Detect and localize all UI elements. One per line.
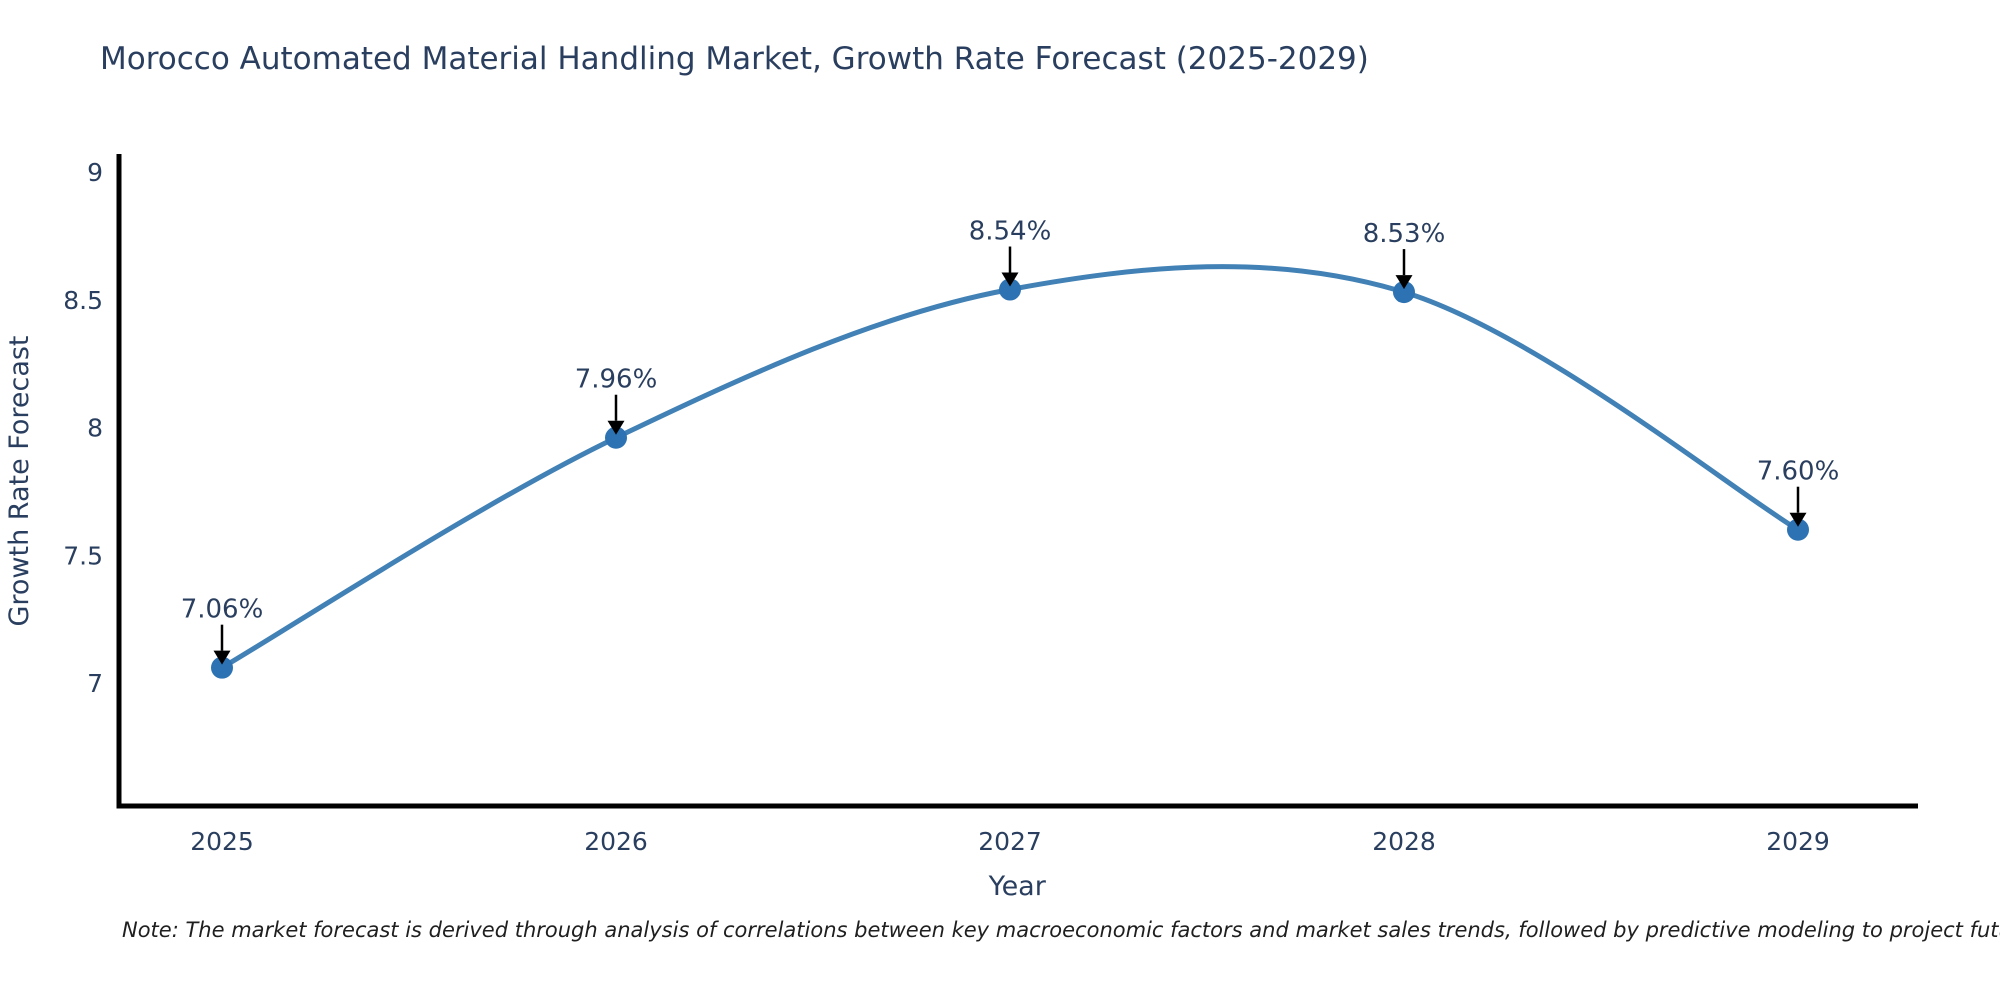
data-point-label: 8.53% — [1363, 219, 1446, 249]
data-point-marker[interactable] — [1787, 518, 1809, 541]
data-point-marker[interactable] — [1393, 281, 1415, 304]
data-point-marker[interactable] — [605, 426, 627, 449]
y-tick-label: 7.5 — [63, 541, 103, 570]
x-tick-label: 2027 — [978, 827, 1042, 856]
chart-footnote: Note: The market forecast is derived thr… — [122, 918, 2000, 942]
x-tick-label: 2025 — [190, 827, 254, 856]
x-tick-label: 2026 — [584, 827, 648, 856]
x-tick-label: 2029 — [1766, 827, 1830, 856]
y-tick-label: 8.5 — [63, 286, 103, 315]
data-point-label: 7.06% — [181, 595, 264, 625]
data-point-label: 8.54% — [969, 217, 1052, 247]
annotation-arrowhead-icon — [607, 420, 625, 435]
data-point-marker[interactable] — [211, 656, 233, 679]
growth-rate-line — [219, 264, 1801, 671]
annotation-arrowhead-icon — [1001, 272, 1019, 287]
y-tick-label: 9 — [87, 158, 103, 187]
annotation-arrowhead-icon — [1395, 275, 1413, 290]
annotation-arrowhead-icon — [213, 650, 231, 665]
y-tick-label: 8 — [87, 414, 103, 443]
y-axis-title: Growth Rate Forecast — [4, 335, 35, 626]
x-axis-title: Year — [988, 871, 1047, 902]
data-point-label: 7.60% — [1757, 457, 1840, 487]
x-tick-label: 2028 — [1372, 827, 1436, 856]
annotation-arrowhead-icon — [1789, 512, 1807, 527]
data-point-marker[interactable] — [999, 278, 1021, 301]
chart-title: Morocco Automated Material Handling Mark… — [100, 41, 1369, 77]
y-tick-label: 7 — [87, 669, 103, 698]
data-point-label: 7.96% — [575, 365, 658, 395]
